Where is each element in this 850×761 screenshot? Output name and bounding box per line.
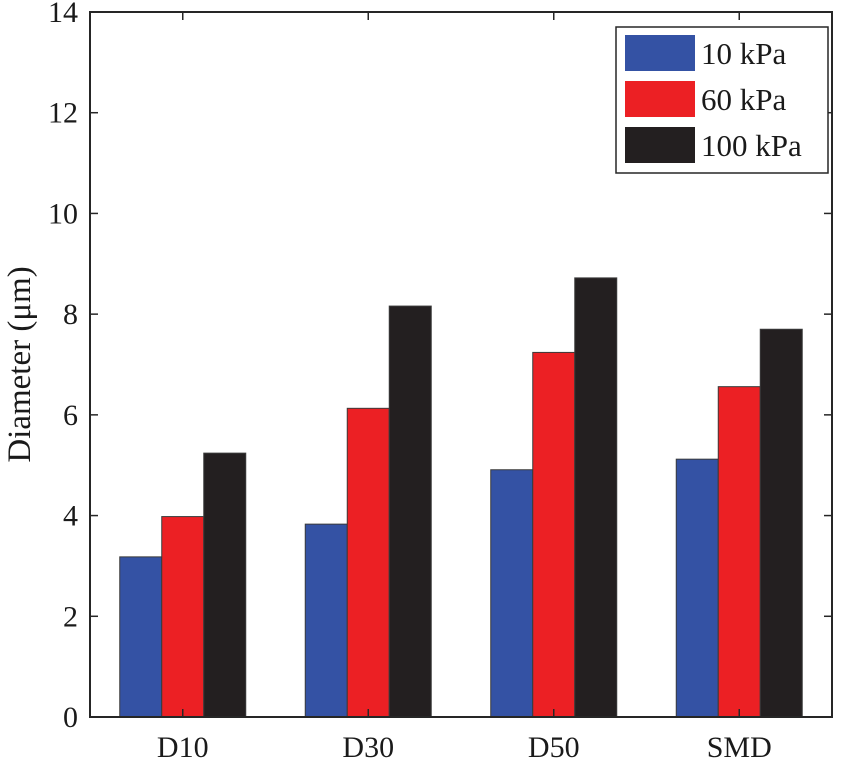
bar-d10-10-kpa [119, 556, 163, 718]
y-tick-label: 12 [48, 97, 78, 130]
bar-smd-10-kpa [675, 458, 719, 718]
y-tick-label: 8 [63, 298, 78, 331]
y-tick-label: 2 [63, 600, 78, 633]
legend-label: 100 kPa [701, 128, 802, 163]
bar-d50-10-kpa [490, 469, 534, 718]
y-axis-title: Diameter (μm) [2, 266, 38, 462]
legend-swatch [625, 127, 695, 163]
x-axis-ticks: D10 D30 D50 SMD [157, 12, 772, 761]
bar-d50-100-kpa [574, 277, 618, 718]
x-tick-label: D10 [157, 731, 209, 761]
y-tick-label: 10 [48, 197, 78, 230]
legend-swatch [625, 35, 695, 71]
x-tick-label: D30 [342, 731, 394, 761]
bar-d30-100-kpa [388, 305, 432, 718]
y-axis-ticks: 0 2 4 6 8 10 12 14 [48, 0, 832, 734]
x-tick-label: SMD [707, 731, 772, 761]
bar-smd-60-kpa [717, 386, 761, 718]
legend-label: 60 kPa [701, 82, 786, 117]
legend-label: 10 kPa [701, 36, 786, 71]
y-tick-label: 0 [63, 701, 78, 734]
legend-swatch [625, 81, 695, 117]
bars [119, 277, 803, 718]
y-tick-label: 4 [63, 500, 78, 533]
y-tick-label: 14 [48, 0, 78, 29]
legend: 10 kPa 60 kPa 100 kPa [615, 26, 829, 174]
bar-d30-60-kpa [346, 407, 390, 718]
bar-d10-60-kpa [161, 516, 205, 718]
bar-d50-60-kpa [532, 351, 576, 718]
bar-d10-100-kpa [203, 452, 247, 718]
x-tick-label: D50 [528, 731, 580, 761]
plot-area-frame [89, 11, 833, 718]
bar-smd-100-kpa [759, 328, 803, 718]
bar-d30-10-kpa [304, 523, 348, 718]
y-tick-label: 6 [63, 399, 78, 432]
